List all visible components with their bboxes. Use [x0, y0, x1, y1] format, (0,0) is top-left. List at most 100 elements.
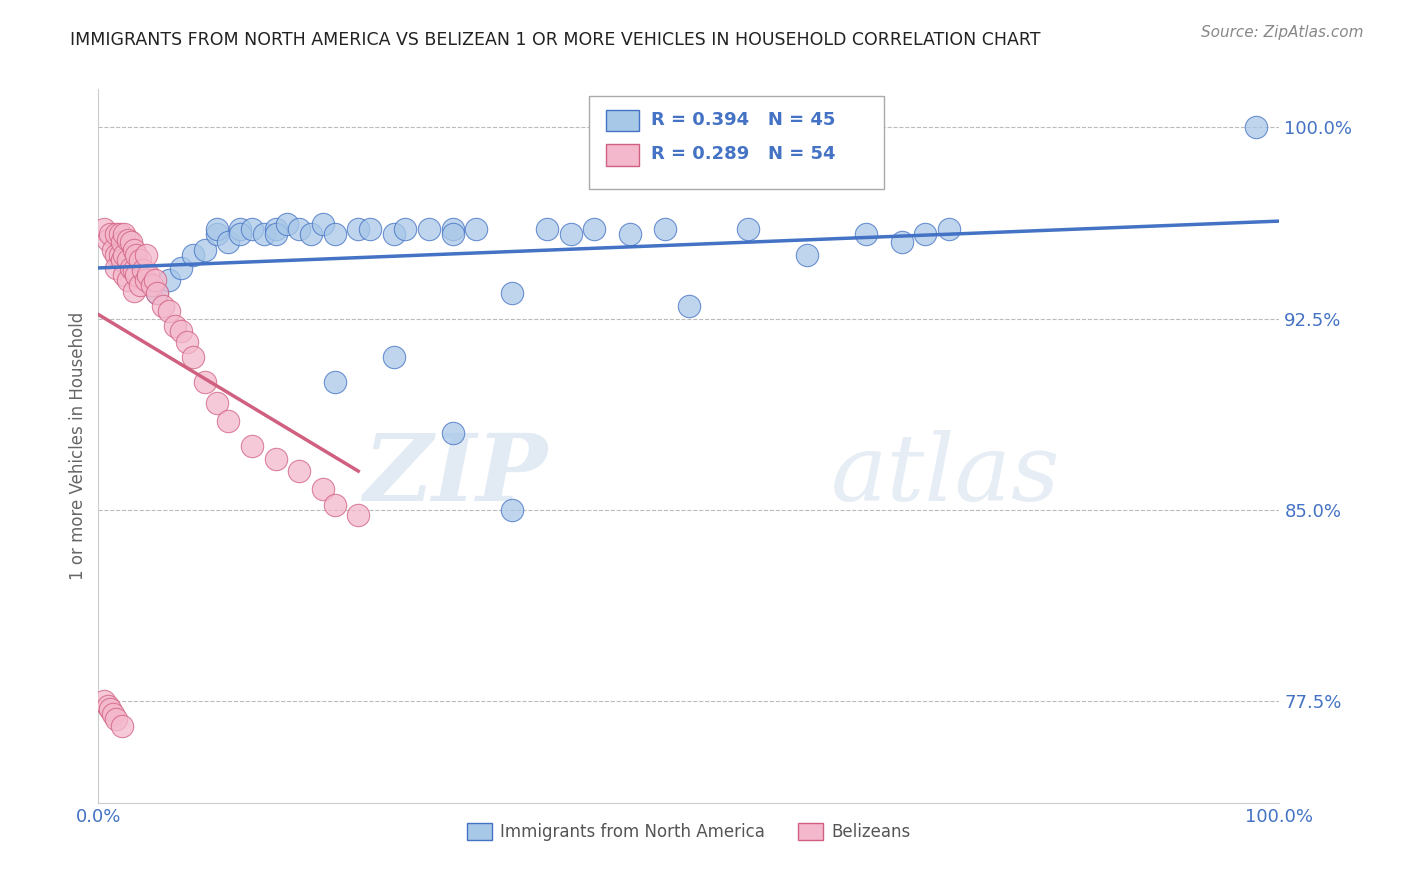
Point: [181, 350, 204, 364]
Point: [796, 248, 818, 262]
Text: atlas: atlas: [831, 430, 1060, 519]
Point: [276, 217, 298, 231]
Point: [112, 268, 135, 283]
Bar: [606, 110, 640, 131]
Point: [264, 227, 287, 242]
Point: [93, 694, 115, 708]
Point: [105, 260, 128, 275]
Point: [264, 451, 287, 466]
Point: [122, 263, 145, 277]
Point: [122, 243, 145, 257]
Point: [299, 227, 322, 242]
Point: [288, 222, 311, 236]
Point: [170, 324, 193, 338]
Point: [165, 319, 187, 334]
Point: [347, 222, 370, 236]
Point: [501, 286, 523, 301]
Point: [117, 233, 139, 247]
Point: [146, 286, 169, 301]
Point: [441, 222, 464, 236]
Point: [108, 248, 131, 262]
Point: [112, 227, 135, 242]
Point: [855, 227, 877, 242]
Point: [181, 248, 204, 262]
Point: [253, 227, 276, 242]
Point: [121, 235, 143, 249]
Point: [170, 260, 193, 275]
Point: [418, 222, 440, 236]
Point: [117, 252, 139, 267]
Point: [240, 222, 263, 236]
Point: [98, 227, 121, 242]
Point: [194, 243, 217, 257]
Text: ZIP: ZIP: [363, 430, 547, 519]
Point: [240, 439, 263, 453]
Point: [288, 465, 311, 479]
Point: [465, 222, 488, 236]
Point: [105, 248, 128, 262]
Point: [152, 299, 174, 313]
Point: [97, 698, 120, 713]
Point: [194, 376, 217, 390]
Point: [382, 227, 405, 242]
Point: [97, 233, 120, 247]
Point: [217, 413, 239, 427]
Point: [128, 252, 150, 267]
Text: Source: ZipAtlas.com: Source: ZipAtlas.com: [1201, 25, 1364, 40]
Point: [143, 273, 166, 287]
Point: [205, 227, 228, 242]
Point: [111, 235, 134, 249]
Point: [101, 243, 124, 257]
Point: [111, 719, 134, 733]
Point: [323, 498, 346, 512]
Text: R = 0.289   N = 54: R = 0.289 N = 54: [651, 145, 835, 163]
Point: [157, 273, 180, 287]
Point: [264, 222, 287, 236]
Point: [312, 483, 335, 497]
Point: [890, 235, 912, 249]
Point: [122, 284, 145, 298]
Point: [394, 222, 416, 236]
Y-axis label: 1 or more Vehicles in Household: 1 or more Vehicles in Household: [69, 312, 87, 580]
Point: [112, 248, 135, 262]
Point: [205, 222, 228, 236]
Point: [501, 502, 523, 516]
Point: [938, 222, 960, 236]
Point: [914, 227, 936, 242]
Point: [229, 222, 252, 236]
Point: [312, 217, 335, 231]
Legend: Immigrants from North America, Belizeans: Immigrants from North America, Belizeans: [460, 816, 918, 848]
Point: [105, 712, 128, 726]
Point: [359, 222, 381, 236]
Point: [347, 508, 370, 522]
Point: [125, 268, 148, 283]
Point: [141, 278, 163, 293]
Point: [135, 248, 157, 262]
Point: [105, 227, 128, 242]
Point: [229, 227, 252, 242]
Point: [654, 222, 676, 236]
Point: [157, 304, 180, 318]
Point: [1244, 120, 1267, 135]
Point: [176, 334, 198, 349]
Point: [536, 222, 558, 236]
Point: [205, 395, 228, 409]
Point: [441, 426, 464, 441]
Point: [441, 227, 464, 242]
Point: [678, 299, 700, 313]
FancyBboxPatch shape: [589, 96, 884, 189]
Text: R = 0.394   N = 45: R = 0.394 N = 45: [651, 111, 835, 128]
Point: [737, 222, 759, 236]
Point: [323, 376, 346, 390]
Point: [121, 260, 143, 275]
Point: [108, 227, 131, 242]
Point: [382, 350, 405, 364]
Point: [128, 278, 150, 293]
Point: [98, 701, 121, 715]
Point: [323, 227, 346, 242]
Point: [132, 263, 155, 277]
Point: [560, 227, 582, 242]
Point: [125, 248, 148, 262]
Point: [583, 222, 606, 236]
Point: [217, 235, 239, 249]
